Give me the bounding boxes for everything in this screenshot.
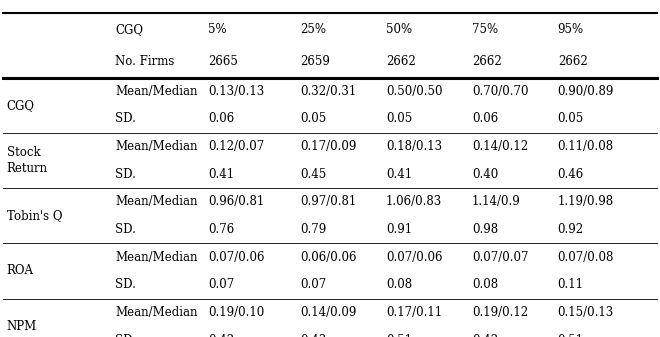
- Text: 0.05: 0.05: [558, 113, 584, 125]
- Text: 0.18/0.13: 0.18/0.13: [386, 140, 442, 153]
- Text: 0.17/0.11: 0.17/0.11: [386, 306, 442, 319]
- Text: 0.45: 0.45: [300, 168, 327, 181]
- Text: 0.98: 0.98: [472, 223, 498, 236]
- Text: 50%: 50%: [386, 23, 412, 36]
- Text: SD.: SD.: [115, 113, 137, 125]
- Text: 0.51: 0.51: [386, 334, 412, 337]
- Text: 0.19/0.10: 0.19/0.10: [208, 306, 264, 319]
- Text: Tobin's Q: Tobin's Q: [7, 209, 62, 222]
- Text: 0.19/0.12: 0.19/0.12: [472, 306, 528, 319]
- Text: SD.: SD.: [115, 223, 137, 236]
- Text: 0.11: 0.11: [558, 278, 583, 291]
- Text: 0.50/0.50: 0.50/0.50: [386, 85, 443, 98]
- Text: 0.92: 0.92: [558, 223, 584, 236]
- Text: 95%: 95%: [558, 23, 584, 36]
- Text: Mean/Median: Mean/Median: [115, 140, 198, 153]
- Text: 0.41: 0.41: [208, 168, 234, 181]
- Text: No. Firms: No. Firms: [115, 55, 175, 68]
- Text: 0.79: 0.79: [300, 223, 327, 236]
- Text: 0.91: 0.91: [386, 223, 412, 236]
- Text: 75%: 75%: [472, 23, 498, 36]
- Text: 0.14/0.09: 0.14/0.09: [300, 306, 356, 319]
- Text: 0.06: 0.06: [472, 113, 498, 125]
- Text: 0.90/0.89: 0.90/0.89: [558, 85, 614, 98]
- Text: 25%: 25%: [300, 23, 326, 36]
- Text: 0.07/0.07: 0.07/0.07: [472, 251, 529, 264]
- Text: 0.14/0.12: 0.14/0.12: [472, 140, 528, 153]
- Text: 0.70/0.70: 0.70/0.70: [472, 85, 529, 98]
- Text: 0.46: 0.46: [558, 168, 584, 181]
- Text: 0.51: 0.51: [558, 334, 584, 337]
- Text: SD.: SD.: [115, 278, 137, 291]
- Text: Mean/Median: Mean/Median: [115, 251, 198, 264]
- Text: 0.96/0.81: 0.96/0.81: [208, 195, 264, 208]
- Text: Mean/Median: Mean/Median: [115, 306, 198, 319]
- Text: 5%: 5%: [208, 23, 226, 36]
- Text: 1.06/0.83: 1.06/0.83: [386, 195, 442, 208]
- Text: 2662: 2662: [558, 55, 587, 68]
- Text: 0.13/0.13: 0.13/0.13: [208, 85, 264, 98]
- Text: 2662: 2662: [472, 55, 502, 68]
- Text: Stock
Return: Stock Return: [7, 146, 48, 175]
- Text: SD.: SD.: [115, 334, 137, 337]
- Text: 0.11/0.08: 0.11/0.08: [558, 140, 614, 153]
- Text: ROA: ROA: [7, 265, 34, 277]
- Text: 0.07: 0.07: [300, 278, 327, 291]
- Text: CGQ: CGQ: [7, 99, 34, 112]
- Text: 0.06/0.06: 0.06/0.06: [300, 251, 357, 264]
- Text: 0.43: 0.43: [300, 334, 327, 337]
- Text: 0.42: 0.42: [208, 334, 234, 337]
- Text: 0.40: 0.40: [472, 168, 498, 181]
- Text: 0.08: 0.08: [386, 278, 412, 291]
- Text: 0.97/0.81: 0.97/0.81: [300, 195, 356, 208]
- Text: 2659: 2659: [300, 55, 330, 68]
- Text: 0.07: 0.07: [208, 278, 234, 291]
- Text: 0.05: 0.05: [300, 113, 327, 125]
- Text: 0.32/0.31: 0.32/0.31: [300, 85, 356, 98]
- Text: 0.41: 0.41: [386, 168, 412, 181]
- Text: 0.06: 0.06: [208, 113, 234, 125]
- Text: 0.07/0.08: 0.07/0.08: [558, 251, 614, 264]
- Text: 0.07/0.06: 0.07/0.06: [386, 251, 443, 264]
- Text: NPM: NPM: [7, 320, 37, 333]
- Text: Mean/Median: Mean/Median: [115, 85, 198, 98]
- Text: 0.76: 0.76: [208, 223, 234, 236]
- Text: 1.19/0.98: 1.19/0.98: [558, 195, 614, 208]
- Text: 2665: 2665: [208, 55, 238, 68]
- Text: SD.: SD.: [115, 168, 137, 181]
- Text: 0.15/0.13: 0.15/0.13: [558, 306, 614, 319]
- Text: 0.07/0.06: 0.07/0.06: [208, 251, 265, 264]
- Text: 0.17/0.09: 0.17/0.09: [300, 140, 356, 153]
- Text: Mean/Median: Mean/Median: [115, 195, 198, 208]
- Text: CGQ: CGQ: [115, 23, 143, 36]
- Text: 0.05: 0.05: [386, 113, 412, 125]
- Text: 2662: 2662: [386, 55, 416, 68]
- Text: 1.14/0.9: 1.14/0.9: [472, 195, 521, 208]
- Text: 0.42: 0.42: [472, 334, 498, 337]
- Text: 0.08: 0.08: [472, 278, 498, 291]
- Text: 0.12/0.07: 0.12/0.07: [208, 140, 264, 153]
